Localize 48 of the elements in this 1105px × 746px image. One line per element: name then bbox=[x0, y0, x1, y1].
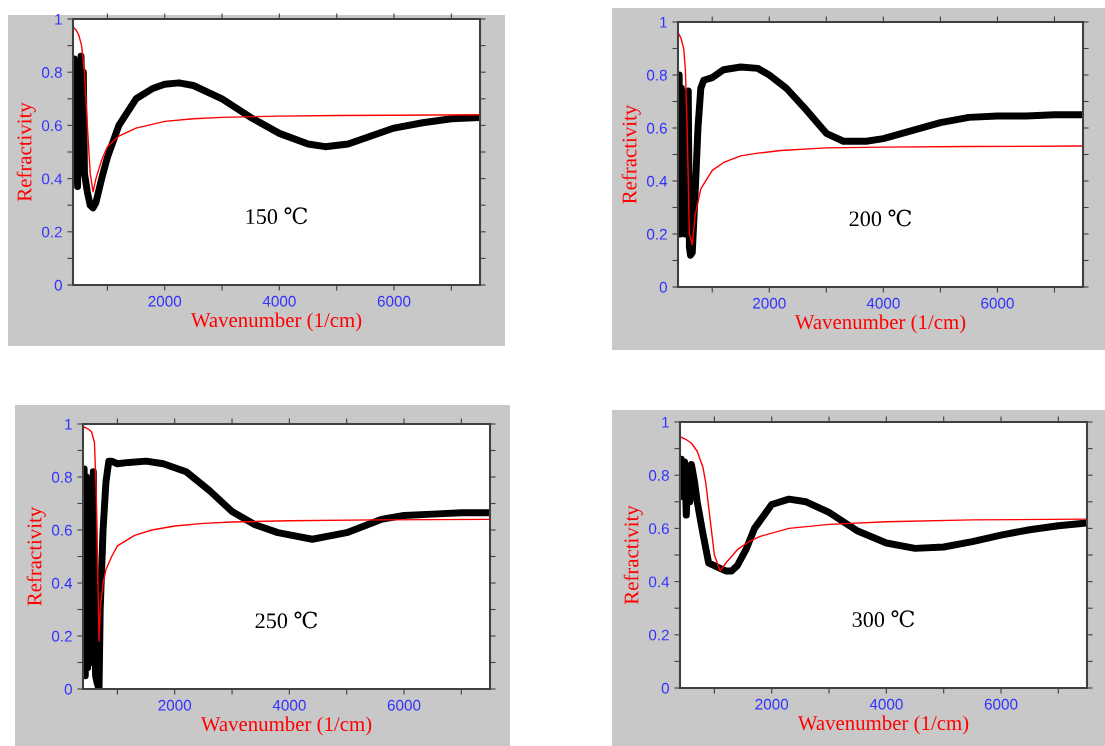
y-tick-label: 0.8 bbox=[648, 470, 669, 481]
x-tick-label: 4000 bbox=[272, 699, 306, 711]
y-axis-title: Refractivity bbox=[621, 104, 641, 204]
y-tick-label: 0.4 bbox=[51, 577, 73, 589]
annotation: 200 ℃ bbox=[849, 209, 912, 227]
x-axis-title: Wavenumber (1/cm) bbox=[190, 312, 362, 332]
x-tick-label: 2000 bbox=[158, 699, 192, 711]
y-tick-label: 0.4 bbox=[648, 576, 670, 588]
x-tick-label: 6000 bbox=[387, 699, 421, 711]
y-tick-label: 1 bbox=[55, 14, 62, 25]
x-tick-label: 2000 bbox=[753, 297, 786, 309]
x-tick-label: 4000 bbox=[866, 297, 900, 309]
y-tick-label: 0.4 bbox=[41, 173, 63, 185]
y-axis-title: Refractivity bbox=[26, 506, 46, 606]
y-tick-label: 0.6 bbox=[648, 523, 669, 535]
y-tick-label: 0 bbox=[661, 682, 669, 694]
y-tick-label: 1 bbox=[660, 17, 667, 28]
x-tick-label: 2000 bbox=[755, 698, 789, 710]
x-axis-title: Wavenumber (1/cm) bbox=[200, 716, 372, 736]
annotation: 300 ℃ bbox=[852, 610, 915, 628]
x-tick-label: 6000 bbox=[984, 698, 1018, 710]
y-tick-label: 0.8 bbox=[51, 471, 72, 483]
y-tick-label: 0.2 bbox=[646, 228, 667, 240]
y-tick-label: 1 bbox=[65, 419, 72, 430]
y-tick-label: 0.8 bbox=[41, 67, 62, 78]
annotation: 150 ℃ bbox=[246, 207, 308, 225]
annotation: 250 ℃ bbox=[255, 611, 318, 629]
y-tick-label: 0.6 bbox=[646, 122, 667, 134]
y-tick-label: 0.6 bbox=[41, 120, 62, 132]
y-tick-label: 0 bbox=[659, 281, 667, 293]
y-tick-label: 0.4 bbox=[646, 175, 668, 187]
x-axis-title: Wavenumber (1/cm) bbox=[797, 715, 969, 735]
x-axis-title: Wavenumber (1/cm) bbox=[794, 314, 966, 334]
x-tick-label: 4000 bbox=[262, 295, 296, 307]
x-tick-label: 6000 bbox=[377, 295, 411, 307]
y-tick-label: 0.2 bbox=[41, 226, 62, 238]
x-tick-label: 4000 bbox=[869, 698, 903, 710]
x-tick-label: 6000 bbox=[981, 297, 1014, 309]
y-axis-title: Refractivity bbox=[16, 102, 36, 202]
y-tick-label: 0.8 bbox=[646, 69, 667, 81]
y-axis-title: Refractivity bbox=[623, 505, 643, 605]
y-tick-label: 1 bbox=[662, 417, 669, 428]
y-tick-label: 0.2 bbox=[648, 629, 669, 641]
y-tick-label: 0 bbox=[54, 279, 62, 291]
y-tick-label: 0 bbox=[64, 683, 72, 695]
y-tick-label: 0.2 bbox=[51, 630, 72, 642]
x-tick-label: 2000 bbox=[148, 295, 182, 307]
y-tick-label: 0.6 bbox=[51, 524, 72, 536]
